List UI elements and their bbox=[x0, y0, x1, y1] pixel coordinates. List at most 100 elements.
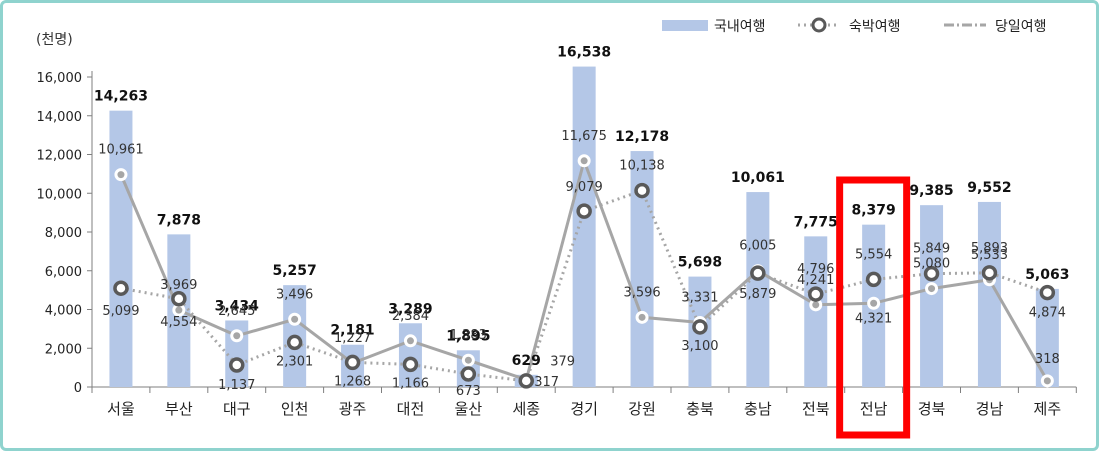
data-label-daytrip: 6,005 bbox=[739, 239, 776, 254]
bar-domestic bbox=[630, 151, 654, 387]
marker-daytrip-core bbox=[464, 356, 472, 364]
data-label-overnight: 1,137 bbox=[218, 378, 255, 393]
marker-overnight bbox=[1039, 284, 1056, 301]
data-label-daytrip: 4,321 bbox=[855, 311, 892, 326]
marker-overnight bbox=[981, 265, 998, 281]
data-label-domestic: 7,775 bbox=[794, 214, 838, 230]
x-tick-label: 충북 bbox=[686, 400, 714, 418]
marker-daytrip-core bbox=[580, 157, 588, 165]
x-tick-label: 전북 bbox=[802, 400, 830, 418]
data-label-daytrip: 11,675 bbox=[561, 129, 607, 144]
data-label-daytrip: 3,969 bbox=[160, 278, 197, 293]
marker-daytrip-core bbox=[638, 313, 646, 321]
bar-domestic bbox=[920, 205, 944, 387]
data-label-overnight: 5,893 bbox=[971, 241, 1008, 256]
data-label-domestic: 10,061 bbox=[731, 170, 785, 186]
data-label-domestic: 5,257 bbox=[273, 263, 317, 279]
bar-domestic bbox=[977, 201, 1001, 387]
data-label-overnight: 10,138 bbox=[619, 159, 665, 174]
data-label-overnight: 317 bbox=[534, 375, 559, 390]
data-label-domestic: 3,289 bbox=[388, 301, 432, 317]
marker-overnight bbox=[576, 203, 592, 219]
data-label-domestic: 2,181 bbox=[330, 323, 374, 339]
data-label-domestic: 5,063 bbox=[1025, 267, 1069, 283]
legend: 국내여행 숙박여행 당일여행 bbox=[662, 17, 1047, 35]
x-tick-label: 대구 bbox=[223, 400, 251, 418]
marker-overnight bbox=[750, 265, 766, 281]
data-label-daytrip: 1,227 bbox=[334, 331, 371, 346]
bar-domestic bbox=[1035, 288, 1059, 387]
marker-overnight bbox=[634, 182, 650, 199]
marker-overnight bbox=[865, 271, 882, 288]
marker-daytrip-core bbox=[175, 306, 183, 314]
bar-domestic bbox=[804, 236, 828, 387]
data-label-daytrip: 3,496 bbox=[276, 287, 313, 302]
data-label-daytrip: 379 bbox=[550, 355, 575, 370]
data-label-domestic: 14,263 bbox=[94, 89, 148, 105]
marker-overnight bbox=[460, 366, 477, 382]
x-tick-label: 서울 bbox=[107, 400, 135, 418]
marker-overnight bbox=[518, 373, 534, 389]
y-tick-label: 10,000 bbox=[37, 187, 83, 202]
marker-daytrip-core bbox=[870, 299, 878, 307]
bar-domestic bbox=[572, 66, 596, 388]
data-label-overnight: 1,268 bbox=[334, 374, 371, 389]
marker-daytrip-core bbox=[291, 315, 299, 323]
legend-label-daytrip: 당일여행 bbox=[995, 19, 1047, 35]
y-tick-label: 4,000 bbox=[45, 304, 82, 319]
x-tick-label: 경남 bbox=[976, 400, 1004, 418]
y-tick-label: 2,000 bbox=[45, 342, 82, 357]
x-tick-label: 강원 bbox=[628, 400, 656, 418]
legend-swatch-domestic bbox=[662, 20, 708, 31]
marker-daytrip-core bbox=[1043, 377, 1051, 385]
data-label-daytrip: 318 bbox=[1035, 352, 1060, 367]
marker-overnight bbox=[692, 319, 708, 335]
x-tick-label: 인천 bbox=[281, 400, 309, 418]
data-label-daytrip: 1,383 bbox=[450, 328, 487, 343]
y-tick-label: 0 bbox=[74, 381, 82, 396]
legend-label-domestic: 국내여행 bbox=[714, 19, 766, 35]
data-label-overnight: 5,099 bbox=[102, 304, 139, 319]
x-tick-label: 제주 bbox=[1034, 400, 1062, 418]
data-label-daytrip: 3,331 bbox=[681, 290, 718, 305]
data-label-daytrip: 2,645 bbox=[218, 304, 255, 319]
x-tick-label: 광주 bbox=[339, 400, 367, 418]
marker-overnight bbox=[229, 357, 245, 373]
marker-daytrip-core bbox=[812, 301, 820, 309]
marker-daytrip-core bbox=[117, 171, 125, 179]
marker-overnight bbox=[402, 356, 419, 373]
y-tick-label: 6,000 bbox=[45, 265, 82, 280]
y-axis-unit-label: (천명) bbox=[36, 32, 73, 48]
data-label-overnight: 9,079 bbox=[566, 180, 603, 195]
y-tick-label: 8,000 bbox=[45, 226, 82, 241]
data-label-overnight: 5,554 bbox=[855, 247, 892, 262]
data-label-overnight: 2,301 bbox=[276, 354, 313, 369]
data-label-overnight: 1,166 bbox=[392, 376, 429, 391]
bar-domestic bbox=[746, 192, 770, 387]
data-label-daytrip: 10,961 bbox=[98, 143, 144, 158]
data-label-overnight: 4,554 bbox=[160, 315, 197, 330]
data-label-daytrip: 3,596 bbox=[623, 285, 660, 300]
marker-overnight bbox=[113, 280, 129, 296]
marker-daytrip-core bbox=[233, 332, 241, 340]
data-label-daytrip: 2,384 bbox=[392, 309, 429, 324]
y-tick-label: 14,000 bbox=[37, 110, 83, 125]
data-label-overnight: 4,874 bbox=[1029, 306, 1066, 321]
x-tick-label: 경기 bbox=[570, 400, 598, 418]
highlight-box bbox=[836, 176, 911, 439]
data-label-overnight: 673 bbox=[456, 384, 481, 399]
data-label-daytrip: 4,241 bbox=[797, 273, 834, 288]
data-label-domestic: 7,878 bbox=[157, 212, 201, 228]
legend-label-overnight: 숙박여행 bbox=[849, 19, 901, 35]
marker-overnight bbox=[808, 286, 824, 302]
data-label-domestic: 9,552 bbox=[967, 180, 1011, 196]
data-label-daytrip: 5,533 bbox=[971, 248, 1008, 263]
x-tick-label: 대전 bbox=[397, 400, 425, 418]
data-label-domestic: 3,434 bbox=[215, 298, 260, 314]
x-tick-label: 충남 bbox=[744, 400, 772, 418]
data-label-overnight: 5,849 bbox=[913, 242, 950, 257]
x-tick-label: 울산 bbox=[455, 400, 483, 418]
y-tick-label: 16,000 bbox=[37, 71, 83, 86]
data-label-domestic: 12,178 bbox=[615, 129, 669, 145]
